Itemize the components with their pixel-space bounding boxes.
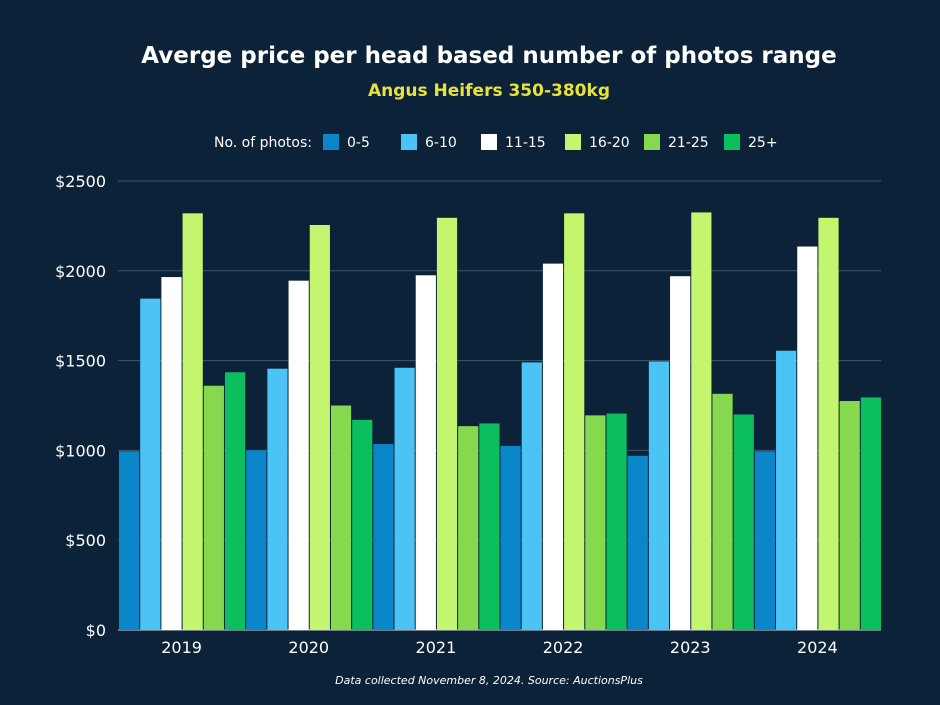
bar-2022-6-10 xyxy=(521,362,542,630)
footnote: Data collected November 8, 2024. Source:… xyxy=(335,674,643,687)
bar-2024-25+ xyxy=(860,397,881,630)
bar-2022-16-20 xyxy=(564,213,585,630)
bar-2024-11-15 xyxy=(797,246,818,630)
y-tick-label: $1000 xyxy=(55,441,106,460)
chart-subtitle: Angus Heifers 350-380kg xyxy=(368,81,610,101)
y-tick-label: $0 xyxy=(86,621,106,640)
x-tick-label: 2019 xyxy=(161,638,202,657)
bar-2020-25+ xyxy=(352,419,373,630)
bar-2020-21-25 xyxy=(330,405,352,630)
legend-label: 11-15 xyxy=(505,135,546,151)
x-tick-label: 2023 xyxy=(670,638,711,657)
x-tick-label: 2020 xyxy=(288,638,329,657)
x-tick-label: 2021 xyxy=(416,638,457,657)
y-tick-label: $500 xyxy=(65,531,106,550)
bar-2020-6-10 xyxy=(267,368,288,630)
bar-2023-6-10 xyxy=(648,361,670,630)
bar-2021-6-10 xyxy=(394,367,415,630)
bar-2021-11-15 xyxy=(415,275,436,630)
bar-2020-0-5 xyxy=(246,450,267,630)
legend-swatch xyxy=(481,134,497,150)
y-tick-label: $1500 xyxy=(55,352,106,371)
bar-2019-11-15 xyxy=(161,277,182,630)
legend-swatch xyxy=(401,134,417,150)
bar-2022-0-5 xyxy=(500,445,521,630)
y-tick-label: $2500 xyxy=(55,172,106,191)
legend-label: 0-5 xyxy=(347,135,370,151)
legend-label: 6-10 xyxy=(425,135,457,151)
bar-2023-21-25 xyxy=(712,393,733,630)
x-axis: 2019 2020 2021 2022 2023 2024 xyxy=(161,638,838,657)
bar-2022-11-15 xyxy=(542,263,564,630)
bar-2023-16-20 xyxy=(691,212,712,630)
bar-2023-0-5 xyxy=(627,455,648,630)
bar-2020-16-20 xyxy=(309,225,330,630)
bar-2021-16-20 xyxy=(436,217,458,630)
legend-swatch xyxy=(724,134,740,150)
legend-swatch xyxy=(644,134,660,150)
legend-label: 16-20 xyxy=(589,135,630,151)
bar-2019-25+ xyxy=(224,372,246,630)
y-tick-label: $2000 xyxy=(55,262,106,281)
legend-label: 21-25 xyxy=(668,135,709,151)
legend-label: 25+ xyxy=(748,135,778,151)
bar-2019-6-10 xyxy=(140,298,161,630)
bar-2024-16-20 xyxy=(818,217,839,630)
bar-2021-0-5 xyxy=(373,444,394,630)
bar-2021-21-25 xyxy=(458,426,479,630)
bar-2021-25+ xyxy=(479,423,500,630)
chart-title: Averge price per head based number of ph… xyxy=(141,43,836,69)
bar-2024-6-10 xyxy=(776,350,797,630)
legend-title: No. of photos: xyxy=(214,135,312,151)
bar-2022-21-25 xyxy=(585,415,606,630)
bar-2019-16-20 xyxy=(182,213,203,630)
legend: No. of photos: 0-5 6-10 11-15 16-20 21-25 25+ xyxy=(214,134,778,151)
legend-swatch xyxy=(323,134,339,150)
x-tick-label: 2024 xyxy=(797,638,838,657)
bar-2023-25+ xyxy=(733,414,754,630)
bar-2023-11-15 xyxy=(670,276,691,630)
bar-2019-21-25 xyxy=(203,385,224,630)
bars xyxy=(119,212,881,630)
bar-2019-0-5 xyxy=(119,451,140,630)
bar-2024-21-25 xyxy=(839,401,860,630)
bar-2024-0-5 xyxy=(754,451,776,630)
x-tick-label: 2022 xyxy=(543,638,584,657)
bar-2022-25+ xyxy=(606,413,627,630)
legend-swatch xyxy=(565,134,581,150)
bar-2020-11-15 xyxy=(288,280,309,630)
y-axis: $0 $500 $1000 $1500 $2000 $2500 xyxy=(55,172,106,640)
